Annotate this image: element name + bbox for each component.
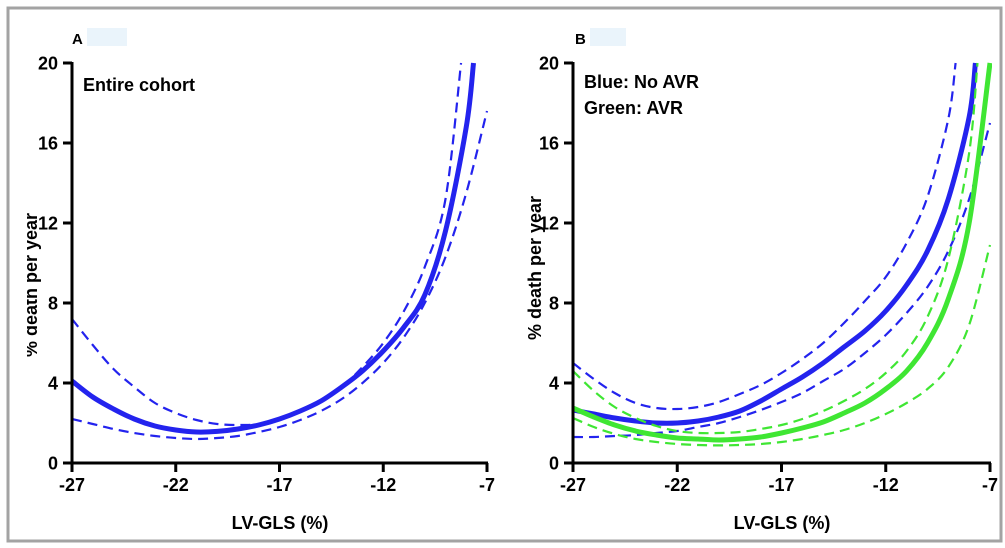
x-tick-label: -22 — [163, 475, 189, 495]
axes: 0 4 8 12 16 20 -27 -22 -17 -12 -7 — [539, 54, 998, 496]
series-line-solid — [72, 62, 476, 435]
legend-text-blue: Blue: No AVR — [584, 72, 699, 92]
y-axis-label: % death per year — [21, 213, 41, 357]
x-tick-label: -12 — [370, 475, 396, 495]
y-tick-label: 12 — [38, 214, 58, 234]
panel-b: B 0 4 8 12 16 20 -27 -22 -17 -12 -7 Blue: No AVR G… — [525, 28, 998, 533]
y-tick-label: 16 — [539, 134, 559, 154]
annotation: Entire cohort — [83, 75, 195, 95]
y-tick-label: 20 — [38, 54, 58, 74]
series-group — [573, 62, 992, 447]
y-tick-label: 4 — [48, 374, 58, 394]
series-line-solid — [573, 62, 992, 443]
y-axis-label: % death per year — [525, 196, 545, 340]
y-tick-label: 0 — [48, 454, 58, 474]
series-line-dashed — [573, 62, 979, 435]
legend-text-green: Green: AVR — [584, 98, 683, 118]
x-tick-label: -27 — [560, 475, 586, 495]
figure-frame — [6, 6, 1003, 543]
y-tick-label: 16 — [38, 134, 58, 154]
label-highlight — [590, 28, 626, 46]
x-tick-label: -7 — [982, 475, 998, 495]
series-line-dashed — [72, 110, 489, 441]
x-tick-label: -7 — [479, 475, 495, 495]
x-tick-label: -17 — [768, 475, 794, 495]
series-line-dashed — [573, 244, 992, 447]
axes: 0 4 8 12 16 20 -27 -22 -17 -12 -7 — [38, 54, 495, 496]
x-tick-label: -17 — [266, 475, 292, 495]
panel-label: B — [575, 31, 586, 48]
y-tick-label: 0 — [549, 454, 559, 474]
y-tick-label: 8 — [48, 294, 58, 314]
series-group — [72, 62, 489, 441]
x-tick-label: -27 — [59, 475, 85, 495]
series-line-dashed — [573, 62, 957, 411]
label-highlight — [87, 28, 127, 46]
x-axis-label: LV-GLS (%) — [734, 513, 831, 533]
y-tick-label: 8 — [549, 294, 559, 314]
y-tick-label: 4 — [549, 374, 559, 394]
y-axis-label-clip: % death per year — [21, 213, 41, 357]
x-axis-label: LV-GLS (%) — [232, 513, 329, 533]
y-tick-label: 20 — [539, 54, 559, 74]
x-tick-label: -12 — [873, 475, 899, 495]
y-tick-label: 12 — [539, 214, 559, 234]
x-tick-label: -22 — [664, 475, 690, 495]
panel-label: A — [72, 31, 83, 48]
